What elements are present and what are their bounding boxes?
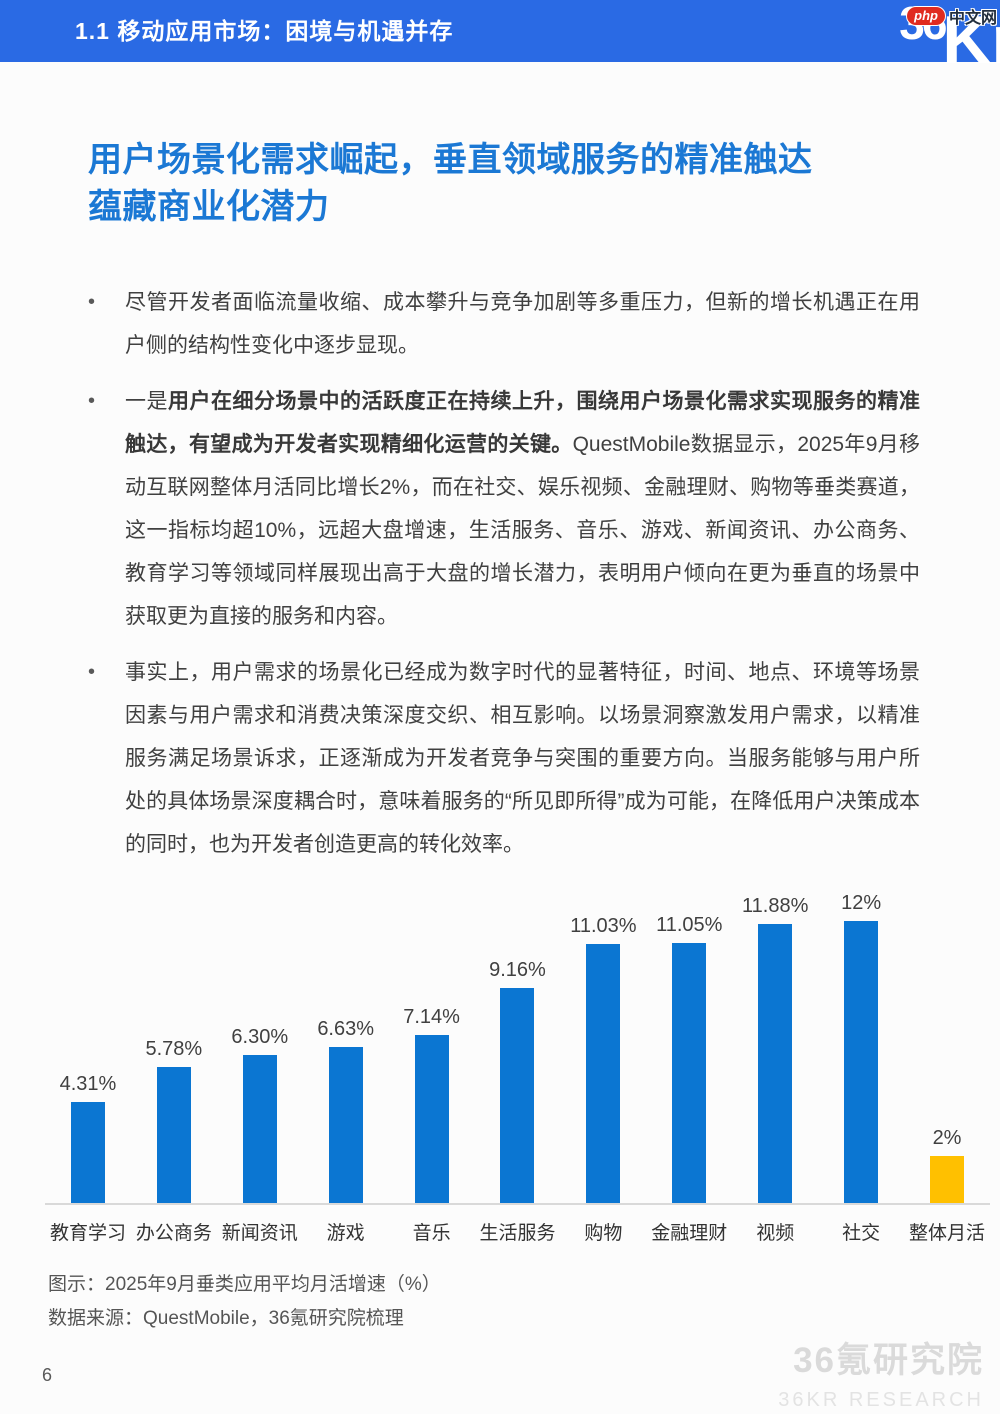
brand-watermark-cn: 36氪研究院 — [793, 1341, 984, 1380]
chart-bar-column: 4.31% — [45, 1073, 131, 1203]
category-label: 社交 — [842, 1223, 881, 1244]
bar-value-label: 4.31% — [59, 1073, 117, 1095]
bar-value-label: 5.78% — [145, 1038, 203, 1060]
bullet-text: 一是用户在细分场景中的活跃度正在持续上升，围绕用户场景化需求实现服务的精准触达，… — [125, 390, 920, 628]
bar — [156, 1067, 191, 1203]
category-label: 游戏 — [326, 1223, 365, 1244]
bar — [586, 944, 621, 1203]
figure-caption: 图示：2025年9月垂类应用平均月活增速（%） — [48, 1274, 441, 1295]
category-label: 新闻资讯 — [221, 1223, 298, 1244]
bar-value-label: 11.03% — [570, 915, 637, 937]
php-badge-icon: php — [906, 6, 946, 26]
bar-value-label: 11.05% — [656, 914, 723, 936]
category-label: 教育学习 — [49, 1223, 126, 1244]
category-label: 整体月活 — [909, 1223, 986, 1244]
page-number: 6 — [42, 1365, 53, 1385]
chart-bar-column: 9.16% — [475, 959, 561, 1203]
category-label: 音乐 — [412, 1223, 451, 1244]
bar — [844, 921, 879, 1203]
bar-value-label: 7.14% — [403, 1006, 460, 1028]
bar-value-label: 6.63% — [317, 1018, 375, 1040]
category-label: 购物 — [584, 1223, 623, 1244]
chart-category-axis: 教育学习 办公商务 新闻资讯 游戏 音乐 生活服务 购物 金融理财 视频 社交 整体月活 — [45, 1218, 990, 1245]
bar-value-label: 6.30% — [231, 1026, 289, 1048]
bar-value-label: 11.88% — [742, 895, 809, 917]
php-site-watermark: php 中文网 — [906, 4, 997, 28]
brand-watermark: 36氪研究院 36KR RESEARCH — [778, 1332, 984, 1412]
bar — [242, 1055, 277, 1203]
bar — [328, 1047, 363, 1203]
bar — [758, 924, 793, 1203]
chart-bar-column: 11.05% — [646, 914, 732, 1203]
bullet-text: 尽管开发者面临流量收缩、成本攀升与竞争加剧等多重压力，但新的增长机遇正在用户侧的… — [125, 291, 920, 357]
bullet-item: • 尽管开发者面临流量收缩、成本攀升与竞争加剧等多重压力，但新的增长机遇正在用户侧… — [88, 281, 920, 367]
site-name-text: 中文网 — [948, 10, 997, 27]
bar-value-label: 2% — [932, 1127, 962, 1149]
chart-bar-column: 6.30% — [217, 1026, 303, 1203]
chart-bar-column: 7.14% — [389, 1006, 475, 1203]
bullet-item: • 事实上，用户需求的场景化已经成为数字时代的显著特征，时间、地点、环境等场景因素… — [88, 651, 920, 866]
bullet-list: • 尽管开发者面临流量收缩、成本攀升与竞争加剧等多重压力，但新的增长机遇正在用户侧… — [88, 281, 920, 879]
chart-bar-column: 11.03% — [560, 915, 646, 1203]
category-label: 金融理财 — [651, 1223, 728, 1244]
data-source: 数据来源：QuestMobile，36氪研究院梳理 — [48, 1308, 404, 1329]
chart-plot-area: 4.31% 5.78% 6.30% 6.63% 7.14% 9.16% 11.03% 11.0… — [45, 885, 990, 1205]
bullet-marker-icon: • — [88, 291, 96, 313]
chart-bar-column: 5.78% — [131, 1038, 217, 1203]
brand-watermark-en: 36KR RESEARCH — [778, 1389, 984, 1411]
page-header: 1.1 移动应用市场：困境与机遇并存 36Kr — [0, 0, 1000, 74]
bar — [70, 1102, 105, 1203]
chart-bar-column: 11.88% — [732, 895, 818, 1203]
headline: 用户场景化需求崛起，垂直领域服务的精准触达 蕴藏商业化潜力 — [88, 137, 968, 231]
bullet-text: 事实上，用户需求的场景化已经成为数字时代的显著特征，时间、地点、环境等场景因素与… — [125, 661, 920, 856]
bullet-marker-icon: • — [88, 390, 96, 412]
chart-bar-column: 12% — [818, 892, 904, 1203]
bar — [930, 1156, 965, 1203]
bar-value-label: 12% — [841, 892, 882, 914]
category-label: 办公商务 — [135, 1223, 212, 1244]
chart-bar-column: 2% — [904, 1127, 990, 1203]
headline-line-1: 用户场景化需求崛起，垂直领域服务的精准触达 — [88, 141, 813, 179]
bar — [672, 943, 707, 1203]
category-label: 视频 — [756, 1223, 795, 1244]
bullet-item: • 一是用户在细分场景中的活跃度正在持续上升，围绕用户场景化需求实现服务的精准触达… — [88, 380, 920, 638]
bar — [500, 988, 535, 1203]
chart-bar-column: 6.63% — [303, 1018, 389, 1203]
category-label: 生活服务 — [479, 1223, 556, 1244]
bar — [414, 1035, 449, 1203]
bar-value-label: 9.16% — [489, 959, 546, 981]
chart-caption: 图示：2025年9月垂类应用平均月活增速（%） 数据来源：QuestMobile… — [48, 1268, 441, 1336]
logo-kr-text: Kr — [942, 2, 1000, 78]
headline-line-2: 蕴藏商业化潜力 — [88, 188, 330, 226]
section-title: 1.1 移动应用市场：困境与机遇并存 — [75, 18, 454, 44]
bullet-marker-icon: • — [88, 661, 96, 683]
